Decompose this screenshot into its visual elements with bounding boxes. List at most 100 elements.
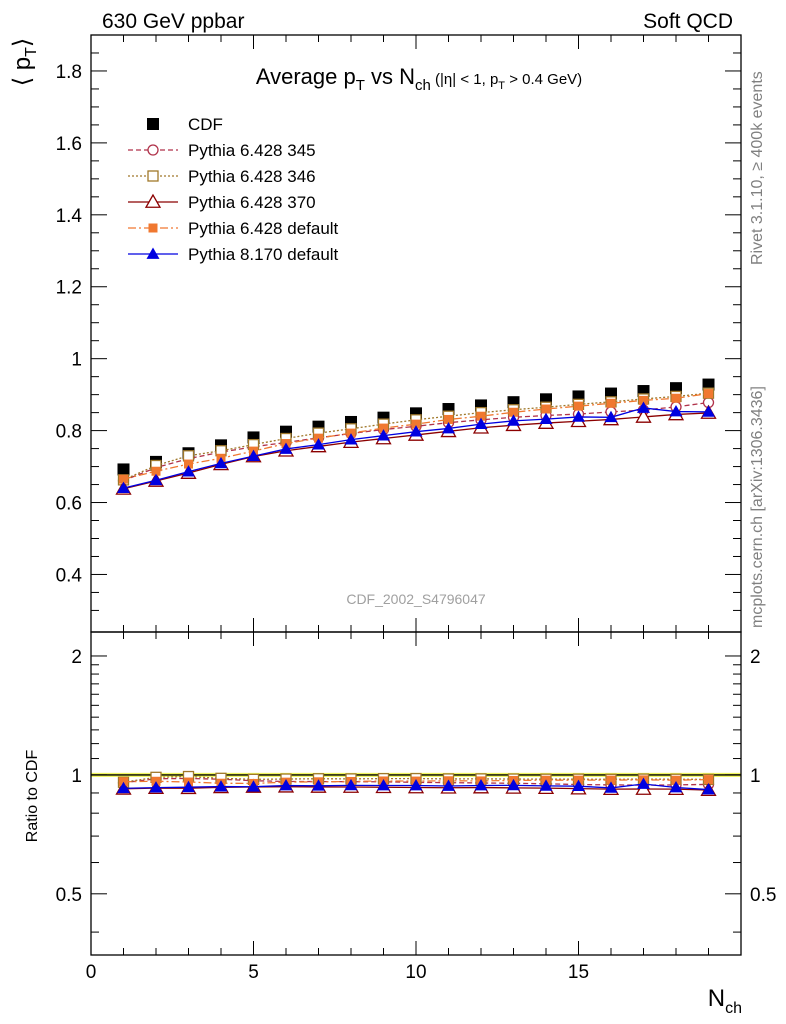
data-point: [474, 417, 488, 430]
ratio-tick-label: 2: [71, 647, 82, 668]
data-point: [147, 170, 159, 182]
y-axis-label-sub: T: [23, 47, 40, 57]
legend-label: Pythia 6.428 370: [188, 193, 316, 212]
data-point: [117, 463, 130, 476]
x-tick-label: 0: [86, 962, 97, 983]
data-point: [604, 781, 618, 793]
data-point: [444, 414, 453, 424]
header-left-label: 630 GeV ppbar: [102, 10, 244, 33]
header-right-label: Soft QCD: [643, 10, 733, 33]
legend-entry-5: Pythia 8.170 default: [128, 245, 339, 264]
data-point: [182, 450, 195, 462]
chart-title: Average pT vs Nch (|η| < 1, pT > 0.4 GeV…: [256, 64, 582, 94]
data-point: [409, 425, 423, 437]
data-point: [148, 223, 158, 233]
data-point: [182, 780, 195, 793]
data-point: [637, 777, 650, 789]
data-point: [572, 779, 585, 792]
data-point: [379, 423, 388, 433]
data-point: [279, 442, 293, 454]
data-point: [184, 459, 193, 469]
ratio-series: [115, 770, 717, 797]
data-point: [702, 783, 715, 795]
data-point: [539, 779, 553, 791]
svg-text:⟨ pT⟩: ⟨ pT⟩: [9, 38, 40, 87]
data-point: [247, 449, 260, 462]
data-point: [279, 779, 293, 791]
data-point: [509, 407, 518, 417]
data-point: [704, 389, 713, 399]
y-tick-label: 0.4: [56, 565, 83, 586]
data-point: [669, 780, 683, 793]
data-point: [604, 410, 618, 423]
chart-title-mid: vs N: [365, 64, 415, 89]
legend-entry-3: Pythia 6.428 370: [128, 193, 316, 212]
data-point: [702, 405, 715, 417]
data-point: [312, 438, 325, 450]
x-axis-label-main: N: [708, 985, 725, 1012]
data-point: [507, 414, 520, 426]
data-point: [541, 404, 551, 414]
legend-entry-4: Pythia 6.428 default: [128, 219, 339, 238]
y-axis-label-close: ⟩: [9, 38, 36, 47]
data-point: [247, 780, 260, 792]
data-point: [214, 456, 228, 469]
ratio-tick-label-right: 0.5: [750, 885, 776, 906]
x-axis-label: Nch: [708, 985, 742, 1017]
legend-label: CDF: [188, 115, 223, 134]
data-point: [147, 118, 159, 130]
legend-label: Pythia 6.428 346: [188, 167, 316, 186]
ratio-tick-label: 1: [71, 766, 82, 787]
data-point: [146, 247, 160, 259]
y-tick-label: 1.4: [56, 206, 83, 227]
chart-title-cut-b: > 0.4 GeV): [505, 71, 582, 88]
data-point: [151, 466, 161, 476]
chart-title-mid-sub: ch: [415, 77, 431, 94]
data-point: [572, 410, 585, 422]
data-point: [474, 778, 488, 791]
data-point: [377, 429, 390, 441]
data-point: [119, 474, 128, 484]
data-point: [344, 433, 358, 445]
y-axis-label-main: ⟨ p: [9, 57, 36, 86]
data-point: [182, 465, 195, 477]
data-point: [409, 779, 423, 791]
data-point: [117, 781, 130, 794]
x-tick-label: 5: [248, 962, 259, 983]
data-point: [671, 775, 681, 785]
data-point: [149, 781, 163, 793]
data-point: [639, 395, 648, 405]
legend-entry-1: Pythia 6.428 345: [128, 141, 316, 160]
data-point: [147, 144, 159, 156]
y-axis-label: ⟨ pT⟩: [9, 38, 40, 87]
data-point: [442, 421, 455, 434]
legend-label: Pythia 6.428 345: [188, 141, 316, 160]
data-point: [411, 419, 421, 429]
y-tick-label: 0.6: [56, 494, 82, 515]
chart-title-main: Average p: [256, 64, 356, 89]
x-tick-label: 15: [568, 962, 589, 983]
ratio-tick-label-right: 1: [750, 766, 761, 787]
data-point: [144, 193, 162, 208]
axes: 0 5 10 15 0.4 0.6 0.8 1 1.2 1.4 1.6 1.8 0.5 0.5 1 1 2 2: [56, 34, 776, 983]
y-tick-label: 1.2: [56, 278, 82, 299]
chart-title-cut-a: (|η| < 1, p: [431, 71, 498, 88]
x-axis-label-sub: ch: [725, 1000, 742, 1017]
data-point: [149, 473, 163, 486]
y-tick-label: 1: [71, 350, 82, 371]
data-point: [637, 401, 650, 413]
data-point: [606, 398, 616, 408]
y-tick-label: 1.8: [56, 62, 82, 83]
series-5: [117, 401, 715, 494]
data-point: [669, 405, 683, 417]
data-point: [312, 779, 325, 791]
data-point: [442, 779, 455, 791]
data-point: [635, 408, 652, 423]
data-point: [214, 780, 228, 792]
data-point: [119, 777, 128, 787]
x-tick-label: 10: [405, 962, 426, 983]
data-point: [476, 411, 486, 421]
ratio-tick-label: 0.5: [56, 885, 82, 906]
analysis-watermark: CDF_2002_S4796047: [346, 591, 486, 607]
chart-title-cut-sub: T: [498, 80, 505, 92]
